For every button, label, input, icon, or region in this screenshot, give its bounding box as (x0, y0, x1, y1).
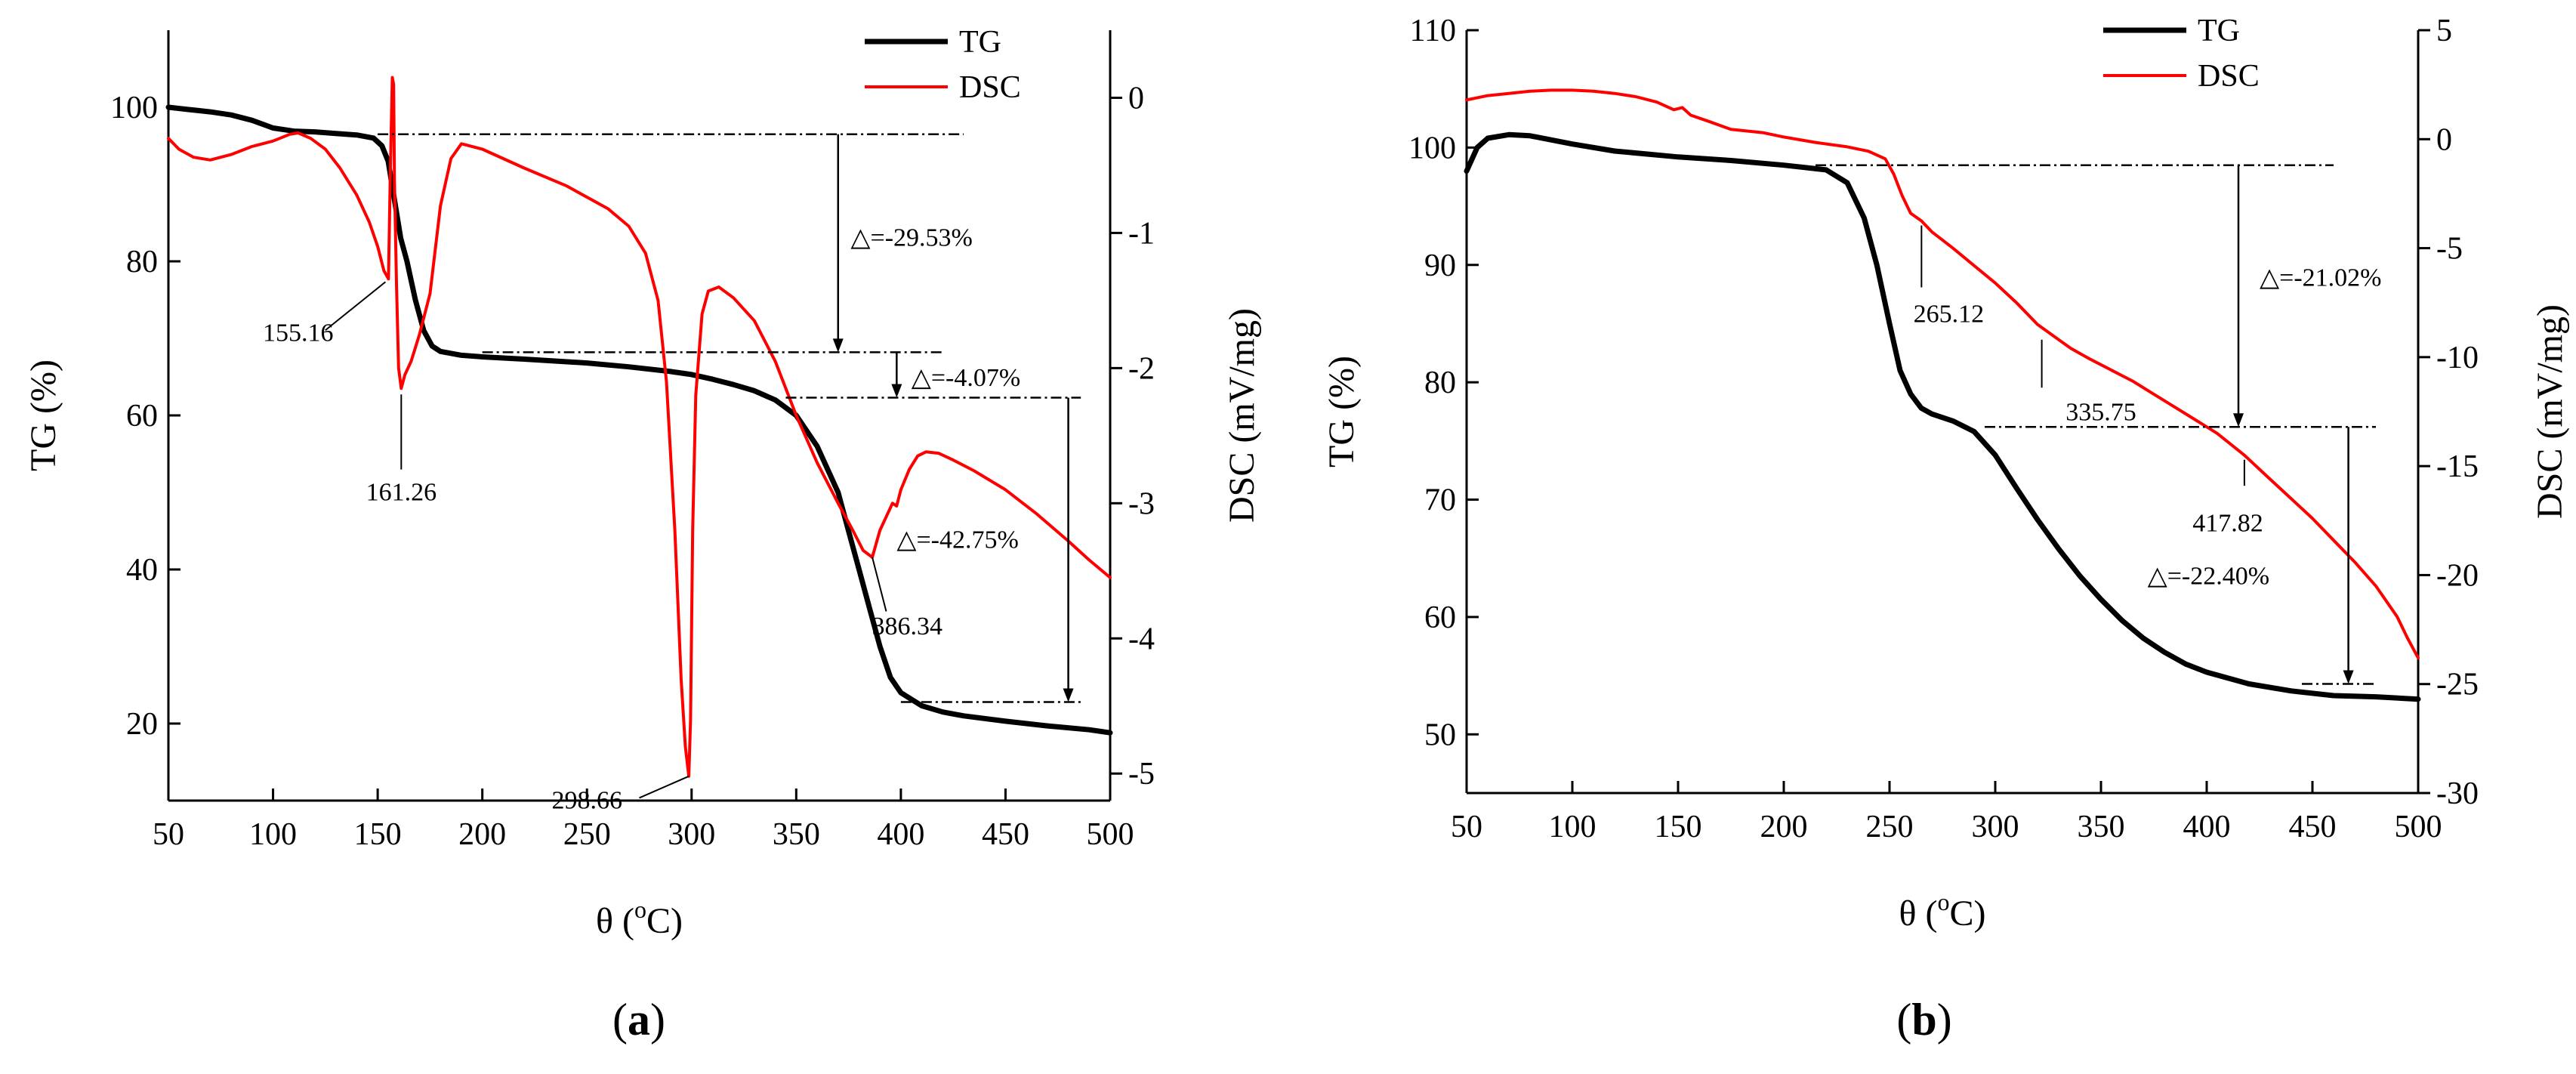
right-y-tick-label: -30 (2436, 776, 2479, 811)
right-y-tick-label: -2 (1128, 351, 1155, 386)
annotation-peak-335: 335.75 (2065, 399, 2136, 427)
panel-label: (b) (1896, 995, 1951, 1045)
right-y-tick-label: 0 (2436, 122, 2452, 157)
right-y-tick-label: -15 (2436, 449, 2479, 484)
x-tick-label: 400 (2183, 810, 2231, 844)
annotation-peak-265: 265.12 (1914, 301, 1985, 329)
annotation-peak-298: 298.66 (551, 787, 622, 815)
x-tick-label: 250 (1866, 810, 1914, 844)
panel-label-letter: a (628, 995, 650, 1045)
mass-loss-1-arrow-head (2233, 413, 2244, 427)
left-y-tick-label: 100 (1408, 131, 1456, 165)
x-axis-title-tail: C) (646, 901, 683, 941)
panel-label: (a) (612, 995, 665, 1045)
x-tick-label: 250 (563, 817, 611, 852)
right-y-tick-label: -5 (1128, 757, 1155, 792)
panel-label-letter: b (1911, 995, 1936, 1045)
x-tick-label: 300 (668, 817, 715, 852)
x-axis-title: θ (oC) (596, 896, 683, 941)
right-y-axis-title: DSC (mV/mg) (2530, 304, 2570, 519)
panel-b: 50 100 150 200 250 300 350 400 450 50050607080901… (1322, 14, 2570, 1045)
right-y-tick-label: -25 (2436, 668, 2479, 702)
x-tick-label: 500 (1087, 817, 1134, 852)
x-tick-label: 450 (982, 817, 1029, 852)
left-y-tick-label: 100 (110, 91, 158, 125)
x-tick-label: 150 (1655, 810, 1702, 844)
left-y-tick-label: 80 (126, 245, 158, 279)
x-tick-label: 300 (1972, 810, 2019, 844)
annotation-leader-155 (325, 281, 387, 332)
right-y-axis-title: DSC (mV/mg) (1222, 308, 1262, 523)
right-y-tick-label: 5 (2436, 14, 2452, 48)
annotation-mass-loss-3: △=-42.75% (896, 526, 1018, 554)
left-y-tick-label: 20 (126, 707, 158, 742)
annotation-mass-loss-2: △=-4.07% (912, 364, 1020, 392)
left-y-tick-label: 60 (126, 399, 158, 434)
right-y-tick-label: -4 (1128, 622, 1155, 656)
series-dsc-line (167, 76, 1112, 778)
annotation-mass-loss-1: △=-21.02% (2260, 264, 2381, 292)
right-y-tick-label: -1 (1128, 216, 1155, 251)
panel-label-open-paren: ( (1896, 995, 1911, 1045)
legend-label-tg: TG (959, 25, 1001, 60)
legend-label-dsc: DSC (2198, 59, 2260, 94)
left-y-tick-label: 60 (1424, 600, 1456, 635)
annotation-peak-155: 155.16 (263, 319, 334, 347)
mass-loss-2-arrow-head (891, 384, 902, 398)
annotation-peak-161: 161.26 (366, 479, 437, 507)
x-tick-label: 350 (773, 817, 820, 852)
x-tick-label: 450 (2289, 810, 2337, 844)
right-y-tick-label: -20 (2436, 558, 2479, 593)
x-axis-title-main: θ ( (1899, 893, 1938, 934)
mass-loss-1-arrow-head (832, 338, 844, 353)
left-y-tick-label: 90 (1424, 248, 1456, 283)
x-tick-label: 50 (153, 817, 184, 852)
panel-label-close-paren: ) (1937, 995, 1952, 1045)
series-tg-line (165, 104, 1113, 736)
x-tick-label: 200 (458, 817, 506, 852)
left-y-axis-title: TG (%) (1322, 356, 1362, 468)
annotation-peak-417: 417.82 (2192, 510, 2263, 538)
x-tick-label: 500 (2395, 810, 2442, 844)
right-y-tick-label: -5 (2436, 232, 2463, 267)
annotation-mass-loss-1: △=-29.53% (850, 224, 972, 252)
series-dsc-line (1465, 88, 2420, 660)
annotation-peak-386: 386.34 (872, 613, 942, 640)
right-y-tick-label: -10 (2436, 341, 2479, 375)
x-tick-label: 200 (1760, 810, 1808, 844)
x-tick-label: 400 (877, 817, 924, 852)
x-tick-label: 50 (1451, 810, 1482, 844)
annotation-leader-386 (872, 557, 887, 612)
left-y-tick-label: 40 (126, 553, 158, 588)
legend-label-tg: TG (2198, 14, 2240, 48)
x-tick-label: 150 (354, 817, 402, 852)
mass-loss-2-arrow-head (2343, 670, 2354, 684)
annotation-mass-loss-2: △=-22.40% (2148, 562, 2269, 590)
right-y-tick-label: -3 (1128, 486, 1155, 521)
x-axis-title-superscript: o (634, 896, 646, 923)
panel-label-open-paren: ( (612, 995, 628, 1045)
x-tick-label: 100 (1549, 810, 1597, 844)
x-axis-title: θ (oC) (1899, 888, 1986, 934)
right-y-tick-label: 0 (1128, 81, 1144, 116)
left-y-tick-label: 80 (1424, 366, 1456, 400)
annotation-leader-298 (639, 775, 690, 799)
left-y-axis-title: TG (%) (23, 360, 63, 471)
series-tg-line (1464, 131, 2421, 702)
mass-loss-3-arrow-head (1063, 688, 1074, 702)
panel-a: 50 100 150 200 250 300 350 400 450 500 20 40 60 80 100… (23, 25, 1262, 1045)
legend-label-dsc: DSC (959, 70, 1021, 105)
left-y-tick-label: 110 (1410, 14, 1456, 48)
x-tick-label: 350 (2078, 810, 2125, 844)
left-y-tick-label: 70 (1424, 483, 1456, 518)
panel-label-close-paren: ) (650, 995, 665, 1045)
x-tick-label: 100 (249, 817, 297, 852)
x-axis-title-main: θ ( (596, 901, 634, 941)
x-axis-title-superscript: o (1937, 888, 1949, 915)
x-axis-title-tail: C) (1949, 893, 1985, 934)
left-y-tick-label: 50 (1424, 718, 1456, 752)
